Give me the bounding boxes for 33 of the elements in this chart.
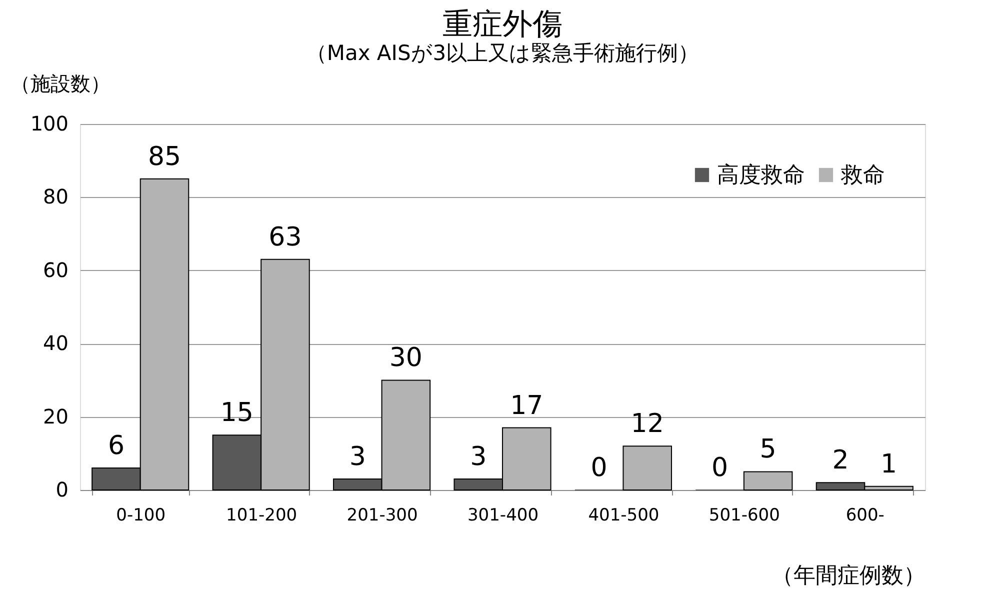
chart-subtitle: （Max AISが3以上又は緊急手術施行例） <box>306 41 700 65</box>
data-label: 17 <box>510 390 544 421</box>
data-label: 30 <box>389 343 422 374</box>
x-tick-label: 101-200 <box>226 506 298 526</box>
legend-label: 高度救命 <box>717 163 805 188</box>
data-label: 1 <box>880 449 898 480</box>
x-tick-label: 201-300 <box>346 506 418 526</box>
y-tick-label: 100 <box>30 112 68 136</box>
data-label: 3 <box>470 442 487 472</box>
x-tick-label: 401-500 <box>588 506 660 526</box>
legend-label: 救命 <box>840 163 885 188</box>
data-label: 0 <box>590 453 608 483</box>
data-label: 12 <box>630 409 664 440</box>
y-tick-label: 20 <box>43 404 68 428</box>
y-tick-label: 60 <box>43 258 68 282</box>
x-tick-label: 501-600 <box>708 506 780 526</box>
y-tick-label: 40 <box>43 331 68 356</box>
x-tick-label: 301-400 <box>467 506 539 526</box>
data-label: 15 <box>220 398 254 428</box>
chart-title: 重症外傷 <box>442 7 562 42</box>
y-axis-title: （施設数） <box>10 72 110 96</box>
y-tick-label: 80 <box>43 184 68 209</box>
data-label: 63 <box>268 222 302 252</box>
data-label: 5 <box>760 434 776 465</box>
x-axis-title: （年間症例数） <box>772 564 926 588</box>
data-label: 0 <box>712 453 728 483</box>
data-label: 3 <box>349 442 366 472</box>
y-tick-label: 0 <box>56 478 68 502</box>
x-tick-label: 0-100 <box>116 506 166 526</box>
data-label: 6 <box>108 431 124 462</box>
data-label: 85 <box>148 142 182 172</box>
data-label: 2 <box>832 446 849 476</box>
x-tick-label: 600- <box>846 506 884 526</box>
